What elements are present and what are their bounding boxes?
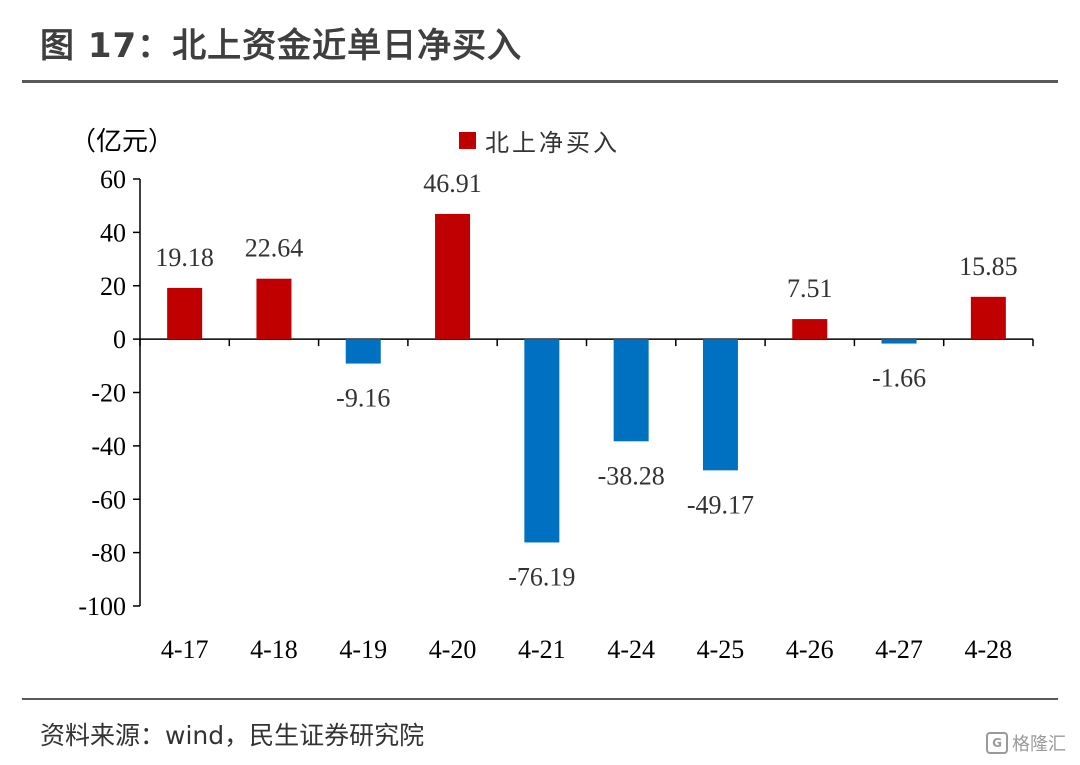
footer-divider <box>22 698 1058 700</box>
watermark-logo-icon: G <box>986 732 1008 754</box>
x-tick-labels: 4-17 4-18 4-19 4-20 4-21 4-24 4-25 4-26 4-27 4-28 <box>161 635 1012 664</box>
x-tick-label-4-27: 4-27 <box>875 635 923 664</box>
data-label-4-21: -76.19 <box>508 562 575 591</box>
x-tick-label-4-24: 4-24 <box>607 635 655 664</box>
legend: 北上净买入 <box>459 129 620 157</box>
watermark-text: 格隆汇 <box>1012 734 1066 755</box>
y-tick-label: 60 <box>100 165 126 194</box>
data-label-4-18: 22.64 <box>245 234 304 263</box>
data-label-4-19: -9.16 <box>336 384 390 413</box>
x-tick-label-4-21: 4-21 <box>518 635 566 664</box>
legend-label: 北上净买入 <box>485 129 620 157</box>
x-tick-label-4-25: 4-25 <box>697 635 745 664</box>
x-tick-label-4-18: 4-18 <box>250 635 298 664</box>
watermark: G 格隆汇 <box>986 730 1066 756</box>
data-label-4-26: 7.51 <box>787 274 833 303</box>
y-axis-unit-label: （亿元） <box>70 127 174 157</box>
data-labels: 19.18 22.64 -9.16 46.91 -76.19 -38.28 -49.17 7.… <box>155 169 1017 592</box>
y-tick-label: -100 <box>78 592 126 621</box>
bar-4-24 <box>613 339 649 442</box>
figure-title: 图 17：北上资金近单日净买入 <box>40 26 523 66</box>
legend-swatch <box>459 132 476 149</box>
title-divider <box>22 80 1058 83</box>
bar-4-28 <box>970 296 1006 340</box>
bar-4-18 <box>256 278 292 340</box>
y-tick-label: -40 <box>91 432 126 461</box>
x-tick-label-4-17: 4-17 <box>161 635 209 664</box>
source-note: 资料来源：wind，民生证券研究院 <box>40 721 425 750</box>
y-tick-label: 0 <box>113 325 126 354</box>
y-axis: 60 40 20 0 -20 -40 -60 -80 -100 <box>78 165 141 621</box>
data-label-4-24: -38.28 <box>598 461 665 490</box>
x-tick-label-4-26: 4-26 <box>786 635 834 664</box>
data-label-4-25: -49.17 <box>687 490 754 519</box>
x-tick-label-4-19: 4-19 <box>339 635 387 664</box>
y-tick-label: -20 <box>91 379 126 408</box>
bar-4-25 <box>702 339 738 471</box>
bar-4-27 <box>881 339 917 344</box>
y-tick-label: 40 <box>100 218 126 247</box>
bar-4-26 <box>792 319 828 340</box>
bar-4-21 <box>524 339 560 543</box>
x-tick-label-4-20: 4-20 <box>429 635 477 664</box>
y-tick-label: -60 <box>91 485 126 514</box>
bar-chart: （亿元） 北上净买入 60 40 20 0 -20 -40 -60 -80 -100 19.18… <box>70 127 1034 664</box>
bars <box>167 213 1006 543</box>
x-tick-label-4-28: 4-28 <box>965 635 1013 664</box>
y-tick-label: 20 <box>100 272 126 301</box>
bar-4-19 <box>345 339 381 364</box>
y-tick-label: -80 <box>91 539 126 568</box>
bar-4-17 <box>167 287 203 340</box>
bar-4-20 <box>435 213 471 340</box>
data-label-4-27: -1.66 <box>872 364 926 393</box>
data-label-4-28: 15.85 <box>959 252 1018 281</box>
data-label-4-20: 46.91 <box>423 169 482 198</box>
data-label-4-17: 19.18 <box>155 243 214 272</box>
